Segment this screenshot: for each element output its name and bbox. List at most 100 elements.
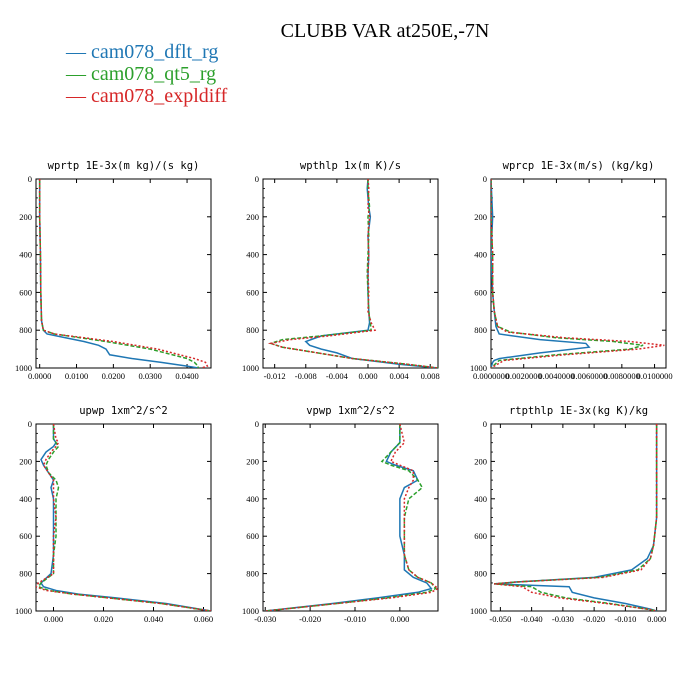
series-line-cam078_qt5_rg	[265, 424, 437, 611]
y-tick-label: 800	[246, 569, 259, 579]
y-tick-label: 200	[474, 212, 487, 222]
y-tick-label: 1000	[15, 363, 32, 373]
panel-1: wprtp 1E-3x(m kg)/(s kg) 0 200 400 600 800 100…	[15, 160, 212, 381]
panel-title: wprcp 1E-3x(m/s) (kg/kg)	[503, 160, 655, 172]
y-tick-label: 600	[246, 531, 259, 541]
x-tick-label: -0.004	[326, 371, 349, 381]
y-tick-label: 800	[246, 325, 259, 335]
y-tick-label: 0	[483, 174, 487, 184]
y-tick-label: 200	[19, 212, 32, 222]
series-line-cam078_qt5_rg	[37, 424, 211, 611]
y-tick-label: 800	[19, 325, 32, 335]
y-tick-label: 400	[19, 250, 32, 260]
panel-2: wpthlp 1x(m K)/s02004006008001000-0.012-…	[242, 160, 440, 381]
y-tick-label: 1000	[470, 363, 487, 373]
y-tick-label: 400	[246, 494, 259, 504]
y-tick-label: 0	[28, 419, 32, 429]
panel-title: wprtp 1E-3x(m kg)/(s kg)	[48, 160, 200, 172]
series-line-cam078_expldiff	[38, 179, 209, 368]
x-tick-label: 0.000	[647, 614, 666, 624]
x-tick-label: 0.000	[44, 614, 63, 624]
x-tick-label: -0.020	[299, 614, 321, 624]
series-line-cam078_dflt_rg	[265, 424, 433, 611]
x-tick-label: 0.0100	[65, 371, 88, 381]
page-title: CLUBB VAR at250E,-7N	[280, 20, 490, 42]
panel-title: vpwp 1xm^2/s^2	[306, 405, 395, 417]
series-line-cam078_dflt_rg	[38, 179, 199, 368]
x-tick-label: 0.004	[390, 371, 410, 381]
panel-title: upwp 1xm^2/s^2	[79, 405, 168, 417]
y-tick-label: 600	[474, 287, 487, 297]
y-tick-label: 200	[474, 456, 487, 466]
panel-title: wpthlp 1x(m K)/s	[300, 160, 401, 172]
y-tick-label: 200	[246, 456, 259, 466]
plot-frame	[490, 423, 667, 612]
series-line-cam078_dflt_rg	[304, 179, 438, 368]
x-tick-label: 0.020	[94, 614, 113, 624]
y-tick-label: 800	[474, 569, 487, 579]
y-tick-label: 1000	[15, 606, 32, 616]
x-tick-label: 0.0080000	[604, 371, 640, 381]
y-tick-label: 600	[474, 531, 487, 541]
x-tick-label: 0.0000	[28, 371, 51, 381]
y-tick-label: 400	[474, 250, 487, 260]
legend-item-expldiff: — cam078_expldiff	[66, 85, 227, 107]
x-tick-label: -0.010	[344, 614, 366, 624]
series-line-cam078_expldiff	[36, 424, 211, 611]
y-tick-label: 200	[246, 212, 259, 222]
y-tick-label: 600	[246, 287, 259, 297]
x-tick-label: 0.0400	[175, 371, 198, 381]
x-tick-label: 0.0020000	[506, 371, 542, 381]
x-tick-label: 0.0040000	[538, 371, 574, 381]
x-tick-label: 0.000	[358, 371, 377, 381]
y-tick-label: 400	[19, 494, 32, 504]
x-tick-label: -0.012	[264, 371, 286, 381]
series-line-cam078_expldiff	[494, 424, 658, 611]
x-tick-label: 0.008	[421, 371, 440, 381]
series-line-cam078_dflt_rg	[494, 424, 658, 611]
legend-item-qt5: — cam078_qt5_rg	[66, 63, 227, 85]
y-tick-label: 1000	[242, 606, 259, 616]
x-tick-label: 0.000	[390, 614, 409, 624]
y-tick-label: 0	[255, 174, 259, 184]
series-line-cam078_qt5_rg	[38, 179, 199, 368]
x-tick-label: -0.008	[295, 371, 317, 381]
x-tick-label: 0.040	[144, 614, 163, 624]
y-tick-label: 1000	[470, 606, 487, 616]
series-line-cam078_dflt_rg	[491, 179, 591, 368]
x-tick-label: -0.040	[521, 614, 543, 624]
series-line-cam078_dflt_rg	[40, 424, 211, 611]
y-tick-label: 1000	[242, 363, 259, 373]
series-line-cam078_qt5_rg	[491, 179, 644, 368]
y-tick-label: 0	[255, 419, 259, 429]
y-tick-label: 0	[28, 174, 32, 184]
series-line-cam078_qt5_rg	[494, 424, 658, 611]
y-tick-label: 400	[246, 250, 259, 260]
legend-label-qt5: — cam078_qt5_rg	[66, 63, 217, 85]
y-tick-label: 800	[474, 325, 487, 335]
y-tick-label: 200	[19, 456, 32, 466]
panel-6: rtpthlp 1E-3x(kg K)/kg02004006008001000-…	[470, 405, 667, 624]
legend-label-expldiff: — cam078_expldiff	[66, 85, 228, 107]
series-line-cam078_expldiff	[265, 424, 438, 611]
plot-frame	[35, 423, 212, 612]
panel-4: upwp 1xm^2/s^2 0 200 400 600 800 1000 0.000 0.02…	[15, 405, 213, 624]
plot-frame	[35, 178, 212, 369]
y-tick-label: 800	[19, 569, 32, 579]
series-line-cam078_expldiff	[267, 179, 438, 368]
x-tick-label: 0.0000000	[473, 371, 509, 381]
y-tick-label: 600	[19, 531, 32, 541]
legend-item-dflt: — cam078_dflt_rg	[66, 41, 227, 63]
x-tick-label: 0.060	[194, 614, 213, 624]
panel-title: rtpthlp 1E-3x(kg K)/kg	[509, 405, 648, 417]
series-line-cam078_expldiff	[491, 179, 665, 368]
x-tick-label: -0.050	[489, 614, 511, 624]
x-tick-label: 0.0200	[102, 371, 125, 381]
y-tick-label: 400	[474, 494, 487, 504]
x-tick-label: -0.020	[583, 614, 605, 624]
panel-3: wprcp 1E-3x(m/s) (kg/kg) 0 200 400 600 800 100…	[470, 160, 673, 381]
y-tick-label: 0	[483, 419, 487, 429]
x-tick-label: 0.0060000	[571, 371, 607, 381]
x-tick-label: -0.030	[254, 614, 276, 624]
y-tick-label: 600	[19, 287, 32, 297]
